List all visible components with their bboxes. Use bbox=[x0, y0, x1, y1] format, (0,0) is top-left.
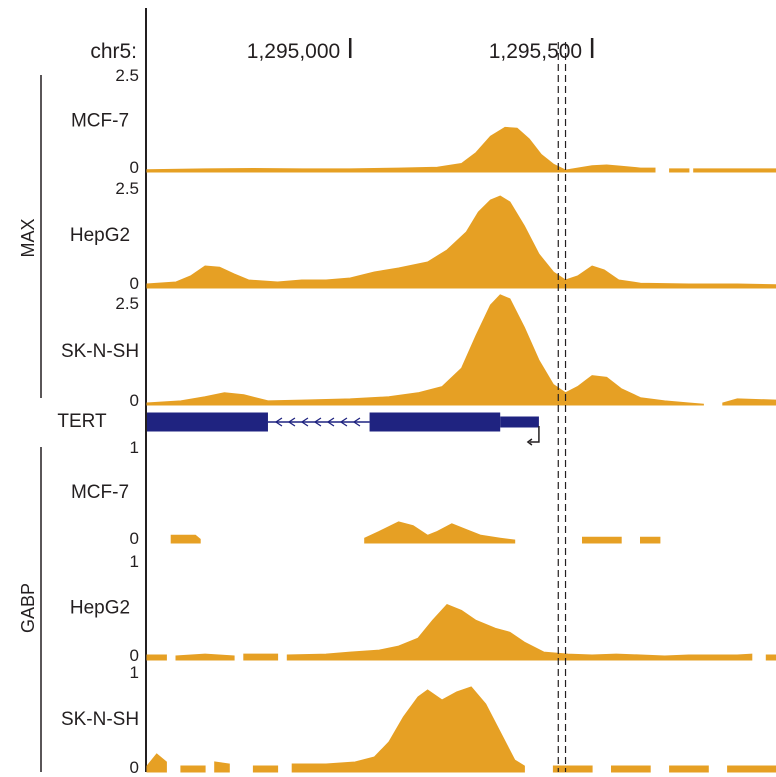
exon-block bbox=[147, 412, 268, 432]
y-max-label: 2.5 bbox=[115, 66, 139, 85]
y-min-label: 0 bbox=[130, 274, 139, 293]
signal-area bbox=[611, 765, 651, 773]
signal-area bbox=[146, 195, 776, 289]
y-max-label: 1 bbox=[130, 663, 139, 682]
cell-line-label: SK-N-SH bbox=[61, 341, 139, 362]
signal-area bbox=[669, 168, 690, 173]
chromosome-label: chr5: bbox=[90, 40, 137, 63]
y-max-label: 2.5 bbox=[115, 294, 139, 313]
gene-label: TERT bbox=[57, 411, 107, 432]
signal-area bbox=[170, 534, 201, 544]
tss-arrowhead bbox=[526, 438, 533, 446]
strand-arrow bbox=[339, 417, 348, 427]
y-min-label: 0 bbox=[130, 391, 139, 410]
signal-area bbox=[146, 126, 656, 173]
group-label-gabp: GABP bbox=[18, 583, 38, 633]
signal-area bbox=[640, 536, 661, 544]
signal-area bbox=[252, 765, 279, 773]
signal-area bbox=[722, 398, 776, 406]
signal-area bbox=[214, 761, 230, 773]
strand-arrow bbox=[313, 417, 322, 427]
gene-model: TERT bbox=[57, 411, 540, 446]
strand-arrow bbox=[352, 417, 361, 427]
strand-arrow bbox=[300, 417, 309, 427]
signal-area bbox=[146, 654, 167, 661]
marker-lines bbox=[557, 42, 567, 772]
utr-block bbox=[500, 416, 539, 428]
signal-area bbox=[582, 536, 622, 544]
y-max-label: 2.5 bbox=[115, 179, 139, 198]
track-gabp-sk-n-sh: 1 0 SK-N-SH bbox=[61, 663, 776, 777]
strand-arrow bbox=[326, 417, 335, 427]
strand-arrow bbox=[274, 417, 283, 427]
track-max-hepg2: 2.5 0 HepG2 bbox=[70, 179, 776, 293]
signal-area bbox=[765, 654, 776, 661]
coordinate-ticks: 1,295,000 1,295,500 bbox=[247, 38, 594, 63]
signal-area bbox=[727, 765, 776, 773]
cell-line-label: HepG2 bbox=[70, 597, 130, 618]
coordinate-label: 1,295,000 bbox=[247, 40, 340, 63]
signal-area bbox=[146, 294, 704, 406]
signal-area bbox=[693, 168, 776, 173]
tss-arrow bbox=[529, 426, 540, 443]
track-gabp-mcf-7: 1 0 MCF-7 bbox=[71, 438, 661, 548]
y-min-label: 0 bbox=[130, 758, 139, 777]
signal-area bbox=[291, 686, 525, 773]
cell-line-label: HepG2 bbox=[70, 225, 130, 246]
track-max-sk-n-sh: 2.5 0 SK-N-SH bbox=[61, 294, 776, 410]
cell-line-label: MCF-7 bbox=[71, 482, 129, 503]
signal-area bbox=[243, 653, 279, 661]
track-max-mcf-7: 2.5 0 MCF-7 bbox=[71, 66, 776, 177]
strand-arrow bbox=[287, 417, 296, 427]
signal-area bbox=[669, 765, 709, 773]
group-label-max: MAX bbox=[18, 218, 38, 257]
y-min-label: 0 bbox=[130, 158, 139, 177]
exon-block bbox=[369, 412, 501, 432]
cell-line-label: SK-N-SH bbox=[61, 709, 139, 730]
signal-area bbox=[146, 753, 167, 773]
signal-area bbox=[286, 604, 753, 661]
coordinate-label: 1,295,500 bbox=[489, 40, 582, 63]
signal-area bbox=[364, 521, 516, 544]
y-min-label: 0 bbox=[130, 646, 139, 665]
y-max-label: 1 bbox=[130, 438, 139, 457]
y-min-label: 0 bbox=[130, 529, 139, 548]
signal-area bbox=[175, 653, 235, 661]
cell-line-label: MCF-7 bbox=[71, 110, 129, 131]
signal-tracks: 2.50MCF-72.50HepG22.50SK-N-SH10MCF-710He… bbox=[61, 66, 776, 777]
track-gabp-hepg2: 1 0 HepG2 bbox=[70, 552, 776, 665]
y-max-label: 1 bbox=[130, 552, 139, 571]
signal-area bbox=[552, 765, 593, 773]
signal-area bbox=[180, 765, 206, 773]
